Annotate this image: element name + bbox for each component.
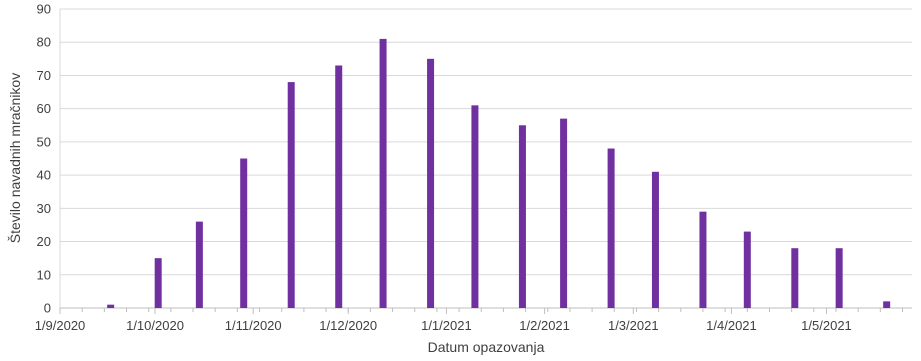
y-tick-label: 60 <box>37 101 51 116</box>
x-tick-labels: 1/9/2020 1/10/2020 1/11/2020 1/12/2020 1/1/2… <box>35 318 852 333</box>
y-tick-label: 10 <box>37 267 51 282</box>
x-axis-title: Datum opazovanja <box>428 339 545 355</box>
y-tick-label: 80 <box>37 35 51 50</box>
x-tick-label: 1/5/2021 <box>801 318 852 333</box>
bar <box>471 105 479 308</box>
bar <box>518 125 526 309</box>
bar <box>791 248 799 308</box>
bar <box>560 118 568 308</box>
bar <box>335 65 343 308</box>
bar <box>883 301 891 308</box>
bar <box>699 211 707 308</box>
bars <box>107 38 891 309</box>
axes <box>59 9 912 314</box>
y-tick-label: 30 <box>37 201 51 216</box>
x-tick-label: 1/10/2020 <box>126 318 184 333</box>
bar <box>427 58 435 309</box>
x-tick-label: 1/12/2020 <box>319 318 377 333</box>
y-tick-labels: 0 10 20 30 40 50 60 70 80 90 <box>37 2 51 316</box>
y-axis-title: Število navadnih mračnikov <box>7 73 23 243</box>
bar <box>240 158 248 308</box>
x-tick-label: 1/4/2021 <box>706 318 757 333</box>
y-tick-label: 0 <box>44 301 51 316</box>
gridlines <box>60 8 912 276</box>
bar <box>154 258 162 308</box>
bar <box>107 304 115 308</box>
y-tick-label: 70 <box>37 68 51 83</box>
bar <box>287 82 295 308</box>
bar <box>835 248 843 308</box>
bar <box>743 231 751 308</box>
y-tick-label: 50 <box>37 134 51 149</box>
bar <box>195 221 203 308</box>
x-tick-label: 1/2/2021 <box>519 318 570 333</box>
bar <box>651 171 659 308</box>
x-tick-label: 1/9/2020 <box>35 318 86 333</box>
y-tick-label: 20 <box>37 234 51 249</box>
bar <box>379 38 387 309</box>
x-tick-label: 1/1/2021 <box>421 318 472 333</box>
x-tick-label: 1/11/2020 <box>225 318 282 333</box>
x-tick-label: 1/3/2021 <box>608 318 659 333</box>
y-tick-label: 40 <box>37 168 51 183</box>
y-tick-label: 90 <box>37 2 51 17</box>
bar <box>607 148 615 308</box>
